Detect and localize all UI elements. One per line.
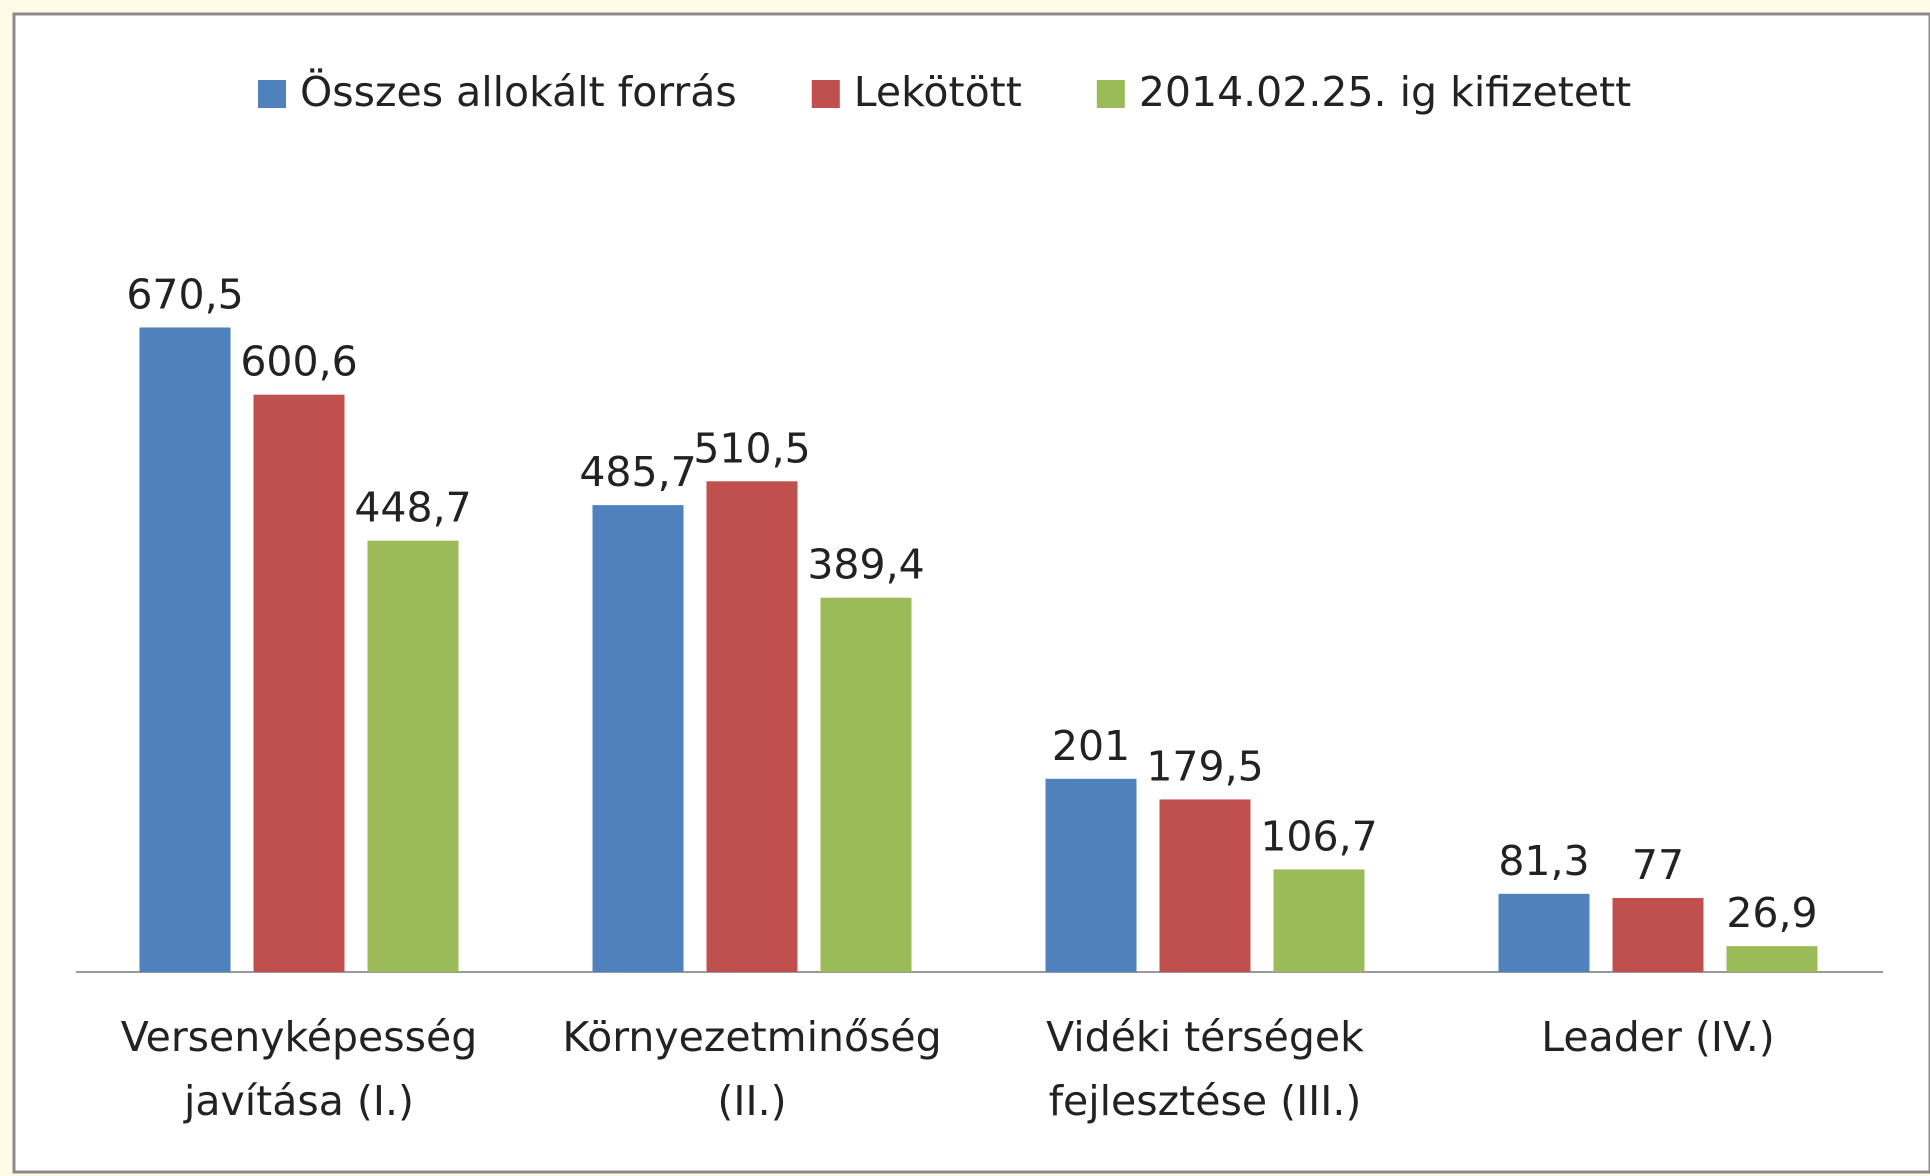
data-label: 389,4 xyxy=(807,541,924,589)
data-label: 201 xyxy=(1052,722,1130,770)
x-tick-label: Leader (IV.) xyxy=(1541,1013,1775,1061)
bar xyxy=(367,540,459,972)
x-tick-label: Környezetminőség xyxy=(562,1013,941,1061)
legend-label: Összes allokált forrás xyxy=(300,68,737,116)
legend-swatch xyxy=(258,80,286,108)
data-label: 81,3 xyxy=(1498,837,1589,885)
data-label: 485,7 xyxy=(579,448,696,496)
bar xyxy=(253,394,345,973)
bar xyxy=(1612,897,1704,972)
legend-swatch xyxy=(811,80,840,108)
data-label: 448,7 xyxy=(354,484,471,532)
bar xyxy=(706,481,798,972)
x-tick-label: Versenyképesség xyxy=(121,1013,478,1061)
data-label: 179,5 xyxy=(1146,742,1263,790)
legend-swatch xyxy=(1096,80,1125,108)
bar xyxy=(1498,893,1590,972)
x-tick-label: javítása (I.) xyxy=(183,1077,414,1125)
legend-label: 2014.02.25. ig kifizetett xyxy=(1139,68,1631,116)
bar xyxy=(1273,869,1365,972)
data-label: 26,9 xyxy=(1726,889,1817,937)
bar xyxy=(1726,946,1818,972)
bar xyxy=(1159,799,1251,972)
x-tick-label: Vidéki térségek xyxy=(1046,1013,1364,1061)
data-label: 600,6 xyxy=(240,338,357,386)
data-label: 670,5 xyxy=(126,270,243,318)
bar xyxy=(592,505,684,972)
data-label: 77 xyxy=(1632,841,1684,889)
legend-label: Lekötött xyxy=(854,68,1022,116)
x-tick-label: (II.) xyxy=(717,1077,786,1125)
bar xyxy=(139,327,231,972)
x-tick-label: fejlesztése (III.) xyxy=(1049,1077,1362,1125)
data-label: 106,7 xyxy=(1260,812,1377,860)
data-label: 510,5 xyxy=(693,424,810,472)
bar xyxy=(1045,778,1137,972)
bar xyxy=(820,597,912,972)
